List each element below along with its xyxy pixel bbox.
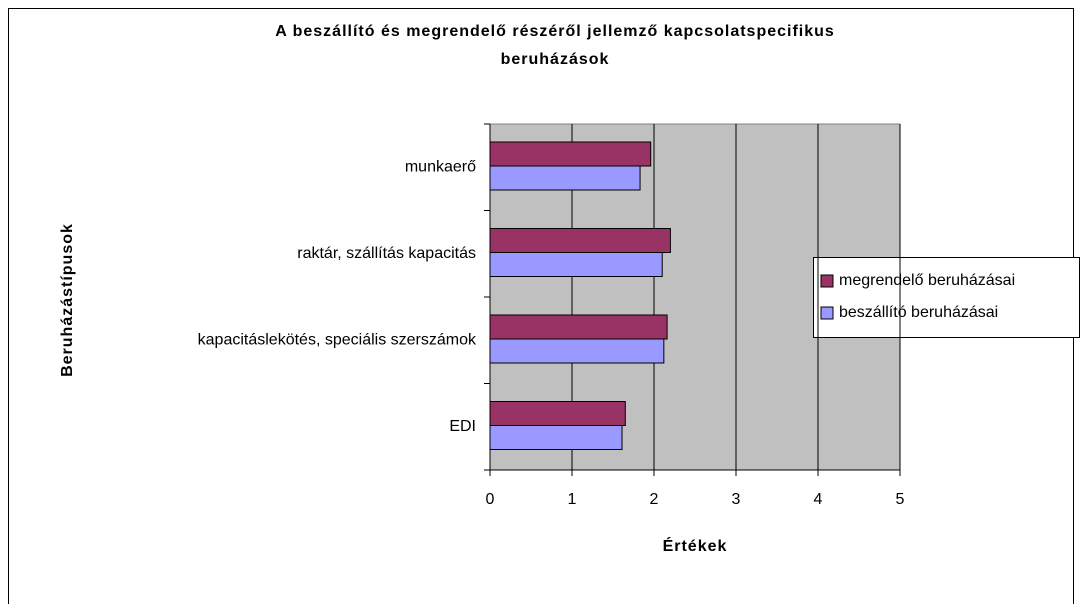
bar bbox=[489, 425, 623, 450]
x-tick-label: 0 bbox=[486, 491, 495, 508]
legend-label: beszállító beruházásai bbox=[839, 304, 998, 321]
legend-label: megrendelő beruházásai bbox=[839, 272, 1015, 289]
chart-title: A beszállító és megrendelő részéről jell… bbox=[275, 23, 835, 40]
x-tick-label: 1 bbox=[568, 491, 577, 508]
bar bbox=[489, 338, 665, 364]
y-tick-label: munkaerő bbox=[405, 158, 476, 175]
bar bbox=[489, 252, 663, 277]
x-tick-label: 2 bbox=[650, 491, 659, 508]
x-tick-label: 3 bbox=[732, 491, 741, 508]
legend bbox=[813, 257, 1080, 338]
bar bbox=[489, 314, 668, 340]
bar bbox=[489, 228, 671, 253]
chart-title: beruházások bbox=[501, 51, 610, 68]
legend-swatch bbox=[820, 274, 834, 288]
bar bbox=[489, 141, 652, 167]
legend-swatch bbox=[820, 306, 834, 320]
x-tick-label: 4 bbox=[814, 491, 823, 508]
bar bbox=[489, 165, 641, 191]
y-tick-label: EDI bbox=[449, 418, 476, 435]
y-axis-title: Beruházástípusok bbox=[59, 223, 76, 377]
x-axis-title: Értékek bbox=[663, 536, 728, 555]
y-tick-label: raktár, szállítás kapacitás bbox=[297, 245, 476, 262]
x-tick-label: 5 bbox=[896, 491, 905, 508]
bar bbox=[489, 401, 626, 426]
y-tick-label: kapacitáslekötés, speciális szerszámok bbox=[198, 331, 477, 348]
